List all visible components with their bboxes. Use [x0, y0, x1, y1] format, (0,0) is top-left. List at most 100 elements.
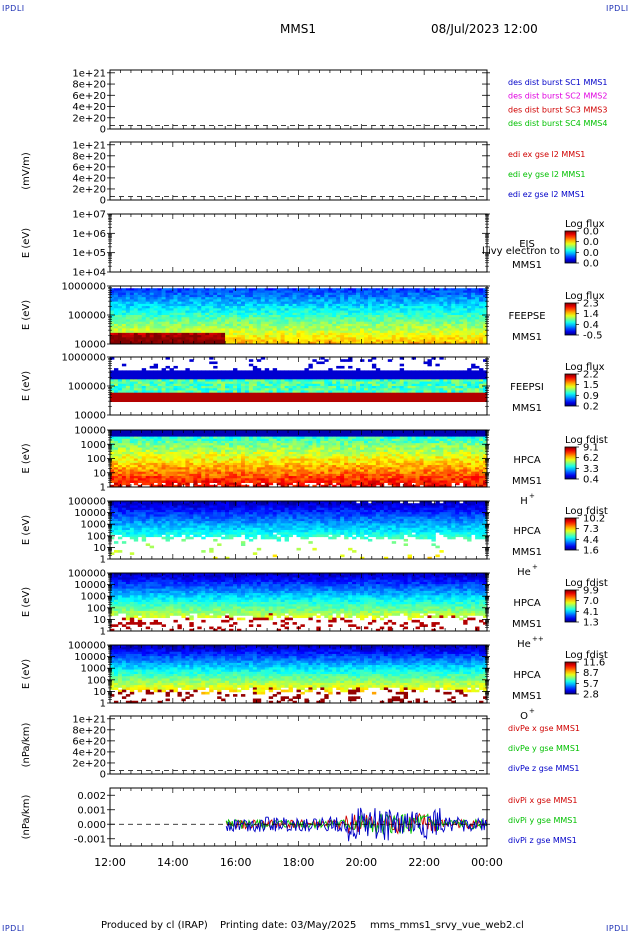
spectrogram-cell: [213, 301, 218, 305]
spectrogram-cell: [352, 341, 357, 345]
spectrogram-cell: [459, 381, 464, 385]
spectrogram-cell: [209, 321, 214, 325]
spectrogram-cell: [407, 372, 412, 376]
spectrogram-cell: [248, 363, 254, 367]
spectrogram-cell: [185, 383, 190, 387]
spectrogram-cell: [229, 370, 234, 374]
spectrogram-cell: [280, 310, 286, 314]
spectrogram-cell: [185, 337, 190, 340]
spectrogram-cell: [292, 390, 297, 394]
spectrogram-cell: [463, 370, 468, 374]
spectrogram-cell: [455, 308, 460, 311]
spectrogram-cell: [252, 294, 258, 298]
spectrogram-cell: [407, 388, 412, 391]
spectrogram-cell: [324, 386, 329, 389]
spectrogram-cell: [225, 310, 230, 314]
spectrogram-cell: [387, 317, 393, 320]
spectrogram-cell: [427, 323, 432, 327]
spectrogram-cell: [181, 335, 186, 338]
spectrogram-cell: [479, 292, 484, 296]
spectrogram-cell: [320, 386, 325, 389]
spectrogram-cell: [141, 436, 147, 440]
spectrogram-cell: [383, 332, 389, 336]
spectrogram-cell: [153, 381, 159, 385]
spectrogram-cell: [344, 379, 349, 382]
spectrogram-cell: [475, 370, 480, 374]
spectrogram-cell: [316, 370, 321, 374]
spectrogram-cell: [320, 328, 325, 332]
spectrogram-cell: [467, 288, 472, 291]
spectrogram-cell: [229, 330, 234, 334]
spectrogram-cell: [395, 319, 401, 323]
spectrogram-cell: [387, 397, 393, 400]
spectrogram-cell: [137, 294, 143, 298]
spectrogram-cell: [340, 323, 345, 327]
spectrogram-cell: [209, 339, 214, 343]
spectrogram-cell: [419, 323, 424, 327]
spectrogram-cell: [479, 392, 484, 396]
spectrogram-cell: [129, 370, 135, 374]
spectrogram-cell: [256, 370, 262, 374]
spectrogram-cell: [304, 339, 309, 343]
spectrogram-cell: [379, 301, 385, 305]
spectrogram-cell: [205, 386, 210, 389]
spectrogram-cell: [153, 299, 159, 303]
spectrogram-cell: [324, 306, 329, 309]
spectrogram-cell: [153, 290, 159, 294]
spectrogram-cell: [308, 299, 313, 303]
spectrogram-cell: [320, 326, 325, 329]
spectrogram-cell: [185, 372, 190, 376]
spectrogram-cell: [117, 447, 123, 451]
spectrogram-cell: [379, 290, 385, 294]
spectrogram-cell: [475, 381, 480, 385]
spectrogram-cell: [383, 397, 389, 400]
spectrogram-cell: [340, 308, 345, 311]
spectrogram-cell: [348, 337, 353, 340]
spectrogram-cell: [161, 392, 166, 396]
spectrogram-cell: [312, 290, 317, 294]
spectrogram-cell: [181, 392, 186, 396]
spectrogram-cell: [173, 303, 178, 307]
spectrogram-cell: [443, 301, 448, 305]
spectrogram-cell: [483, 381, 488, 385]
spectrogram-cell: [403, 328, 409, 332]
spectrogram-cell: [268, 392, 274, 396]
spectrogram-cell: [439, 323, 444, 327]
spectrogram-cell: [439, 315, 444, 318]
spectrogram-cell: [324, 312, 329, 316]
spectrogram-cell: [403, 399, 409, 403]
spectrogram-cell: [407, 294, 412, 298]
spectrogram-cell: [483, 372, 488, 376]
spectrogram-cell: [379, 306, 385, 309]
spectrogram-cell: [360, 323, 365, 327]
spectrogram-cell: [340, 374, 345, 378]
spectrogram-cell: [264, 381, 270, 385]
spectrogram-cell: [371, 370, 377, 374]
spectrogram-cell: [360, 312, 365, 316]
spectrogram-cell: [205, 292, 210, 296]
spectrogram-cell: [312, 312, 317, 316]
spectrogram-cell: [463, 315, 468, 318]
spectrogram-cell: [352, 290, 357, 294]
spectrogram-cell: [292, 315, 297, 318]
spectrogram-cell: [185, 397, 190, 400]
spectrogram-cell: [173, 337, 178, 340]
spectrogram-cell: [189, 299, 194, 303]
spectrogram-cell: [391, 306, 397, 309]
spectrogram-cell: [427, 363, 432, 367]
spectrogram-cell: [229, 315, 234, 318]
spectrogram-cell: [181, 394, 186, 398]
spectrogram-cell: [165, 319, 170, 323]
spectrogram-cell: [125, 458, 131, 462]
spectrogram-cell: [284, 330, 289, 334]
spectrogram-cell: [411, 332, 416, 336]
spectrogram-cell: [463, 301, 468, 305]
spectrogram-cell: [229, 326, 234, 329]
spectrogram-cell: [252, 310, 258, 314]
spectrogram-cell: [391, 374, 397, 378]
spectrogram-cell: [312, 377, 317, 380]
spectrogram-cell: [419, 394, 424, 398]
spectrogram-cell: [451, 397, 456, 400]
spectrogram-cell: [363, 337, 369, 340]
spectrogram-cell: [137, 339, 143, 343]
